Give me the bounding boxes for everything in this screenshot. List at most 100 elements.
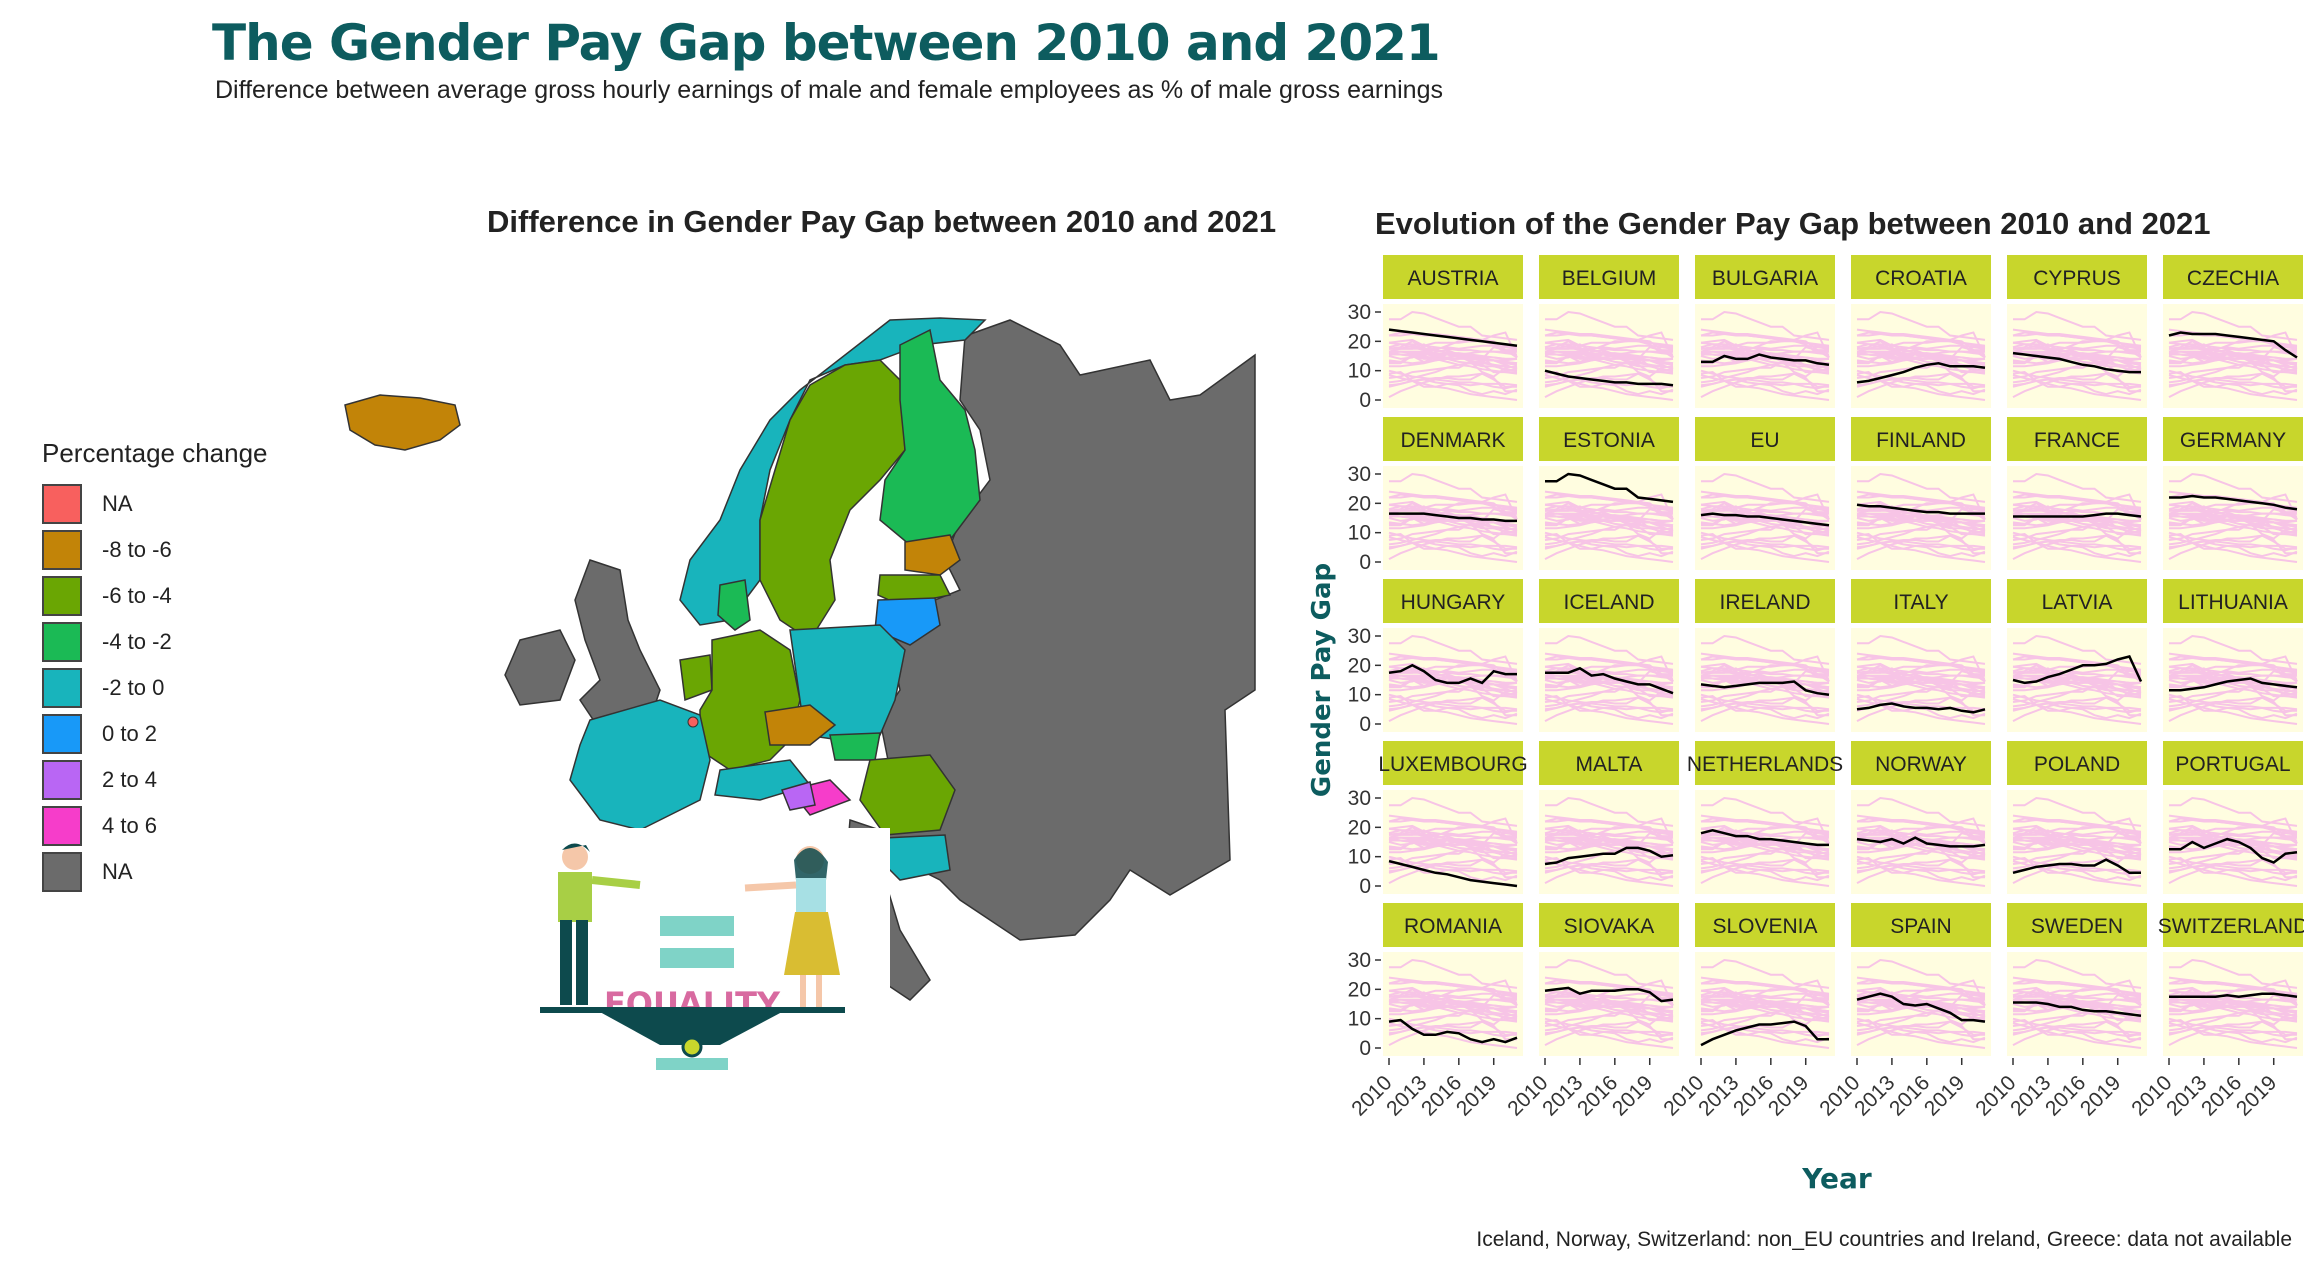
facet-strip-label: AUSTRIA xyxy=(1407,267,1498,290)
background-series-line xyxy=(1545,494,1674,511)
background-series-line xyxy=(2168,533,2298,558)
facet-strip-label: ITALY xyxy=(1893,591,1948,614)
background-series-line xyxy=(1701,958,1830,989)
background-series-line xyxy=(1857,494,1986,511)
background-series-line xyxy=(2169,830,2298,836)
background-series-line xyxy=(1545,634,1674,665)
facet-strip xyxy=(2163,903,2303,947)
facet-strip xyxy=(2163,741,2303,785)
facet-series-line xyxy=(1388,859,1518,888)
background-series-line xyxy=(1388,1017,1518,1035)
facet-series-line xyxy=(1544,369,1674,387)
background-series-line xyxy=(1856,506,1986,537)
map-region-romania xyxy=(859,754,956,836)
legend-item: NA xyxy=(42,481,268,527)
background-series-line xyxy=(1389,506,1518,512)
legend-label: 4 to 6 xyxy=(102,813,158,838)
background-series-line xyxy=(1388,696,1517,722)
background-series-line xyxy=(1389,634,1518,665)
facet-strip xyxy=(1539,579,1679,623)
background-series-line xyxy=(1701,818,1830,835)
background-series-line xyxy=(1857,514,1986,540)
background-series-line xyxy=(2169,472,2298,503)
facet-series-line xyxy=(1388,328,1518,347)
background-series-line xyxy=(1389,796,1518,827)
background-series-line xyxy=(1545,656,1674,673)
y-tick-label: 20 xyxy=(1348,330,1371,353)
background-series-line xyxy=(2013,668,2142,674)
background-series-line xyxy=(1701,992,1830,998)
background-series-line xyxy=(2169,634,2298,665)
background-series-line xyxy=(2013,506,2142,512)
background-series-line xyxy=(1389,958,1518,989)
background-series-line xyxy=(2012,693,2142,711)
background-series-line xyxy=(1389,310,1518,341)
y-tick-label: 30 xyxy=(1348,301,1371,324)
background-series-line xyxy=(1857,1000,1986,1026)
background-series-line xyxy=(2012,1019,2142,1044)
background-series-line xyxy=(1388,693,1518,711)
facet-strip-label: SWITZERLAND xyxy=(2158,915,2304,938)
background-series-line xyxy=(1389,515,1518,531)
background-series-line xyxy=(1544,693,1674,711)
background-series-line xyxy=(2013,980,2142,997)
background-series-line xyxy=(1545,796,1674,827)
facet-series-line xyxy=(1545,472,1674,504)
facet-series-line xyxy=(1700,829,1829,847)
background-series-line xyxy=(2012,533,2142,558)
background-series-line xyxy=(2168,830,2298,861)
background-series-line xyxy=(1544,855,1674,873)
background-series-line xyxy=(1389,344,1518,350)
background-series-line xyxy=(1701,634,1830,665)
background-series-line xyxy=(1389,676,1518,702)
legend-item: NA xyxy=(42,849,268,895)
facet-strip xyxy=(1851,579,1991,623)
facet-strip xyxy=(2007,417,2147,461)
background-series-line xyxy=(2169,818,2298,835)
facet-series-line xyxy=(2169,677,2298,692)
background-series-line xyxy=(1389,830,1518,836)
background-series-line xyxy=(1701,344,1830,350)
legend-label: -4 to -2 xyxy=(102,629,172,654)
x-tick-label: 2019 xyxy=(1452,1071,1501,1120)
legend-item: -2 to 0 xyxy=(42,665,268,711)
legend-key xyxy=(42,668,82,708)
legend-key xyxy=(42,806,82,846)
background-series-line xyxy=(1389,677,1518,693)
background-series-line xyxy=(2168,1019,2298,1044)
facet-strip-label: ROMANIA xyxy=(1404,915,1502,938)
facet-strip-label: HUNGARY xyxy=(1401,591,1506,614)
background-series-line xyxy=(2169,515,2298,531)
background-series-line xyxy=(1701,677,1830,693)
background-series-line xyxy=(1700,696,1829,722)
background-series-line xyxy=(1700,371,1830,396)
background-series-line xyxy=(2012,857,2142,882)
legend-item: -8 to -6 xyxy=(42,527,268,573)
background-series-line xyxy=(1700,531,1830,549)
y-tick-label: 0 xyxy=(1359,551,1371,574)
background-series-line xyxy=(1700,372,1829,398)
y-tick-label: 30 xyxy=(1348,949,1371,972)
background-series-line xyxy=(1545,506,1674,512)
background-series-line xyxy=(2013,352,2142,378)
background-series-line xyxy=(1544,372,1673,398)
legend-key xyxy=(42,622,82,662)
background-series-line xyxy=(1701,1000,1830,1026)
legend-item: 4 to 6 xyxy=(42,803,268,849)
facet-strip xyxy=(1851,417,1991,461)
background-series-line xyxy=(2012,1020,2141,1046)
facet-series-line xyxy=(1856,702,1986,714)
map-region-ireland xyxy=(504,629,576,706)
background-series-line xyxy=(1544,857,1674,882)
background-series-line xyxy=(2169,656,2298,673)
background-series-line xyxy=(1701,838,1830,864)
background-series-line xyxy=(1856,855,1986,873)
facet-strip xyxy=(1383,255,1523,299)
background-series-line xyxy=(2012,992,2142,1023)
background-series-line xyxy=(1388,668,1518,699)
background-series-line xyxy=(1388,506,1518,537)
facet-series-line xyxy=(1388,663,1517,685)
background-series-line xyxy=(1544,1017,1674,1035)
background-series-line xyxy=(1857,668,1986,674)
